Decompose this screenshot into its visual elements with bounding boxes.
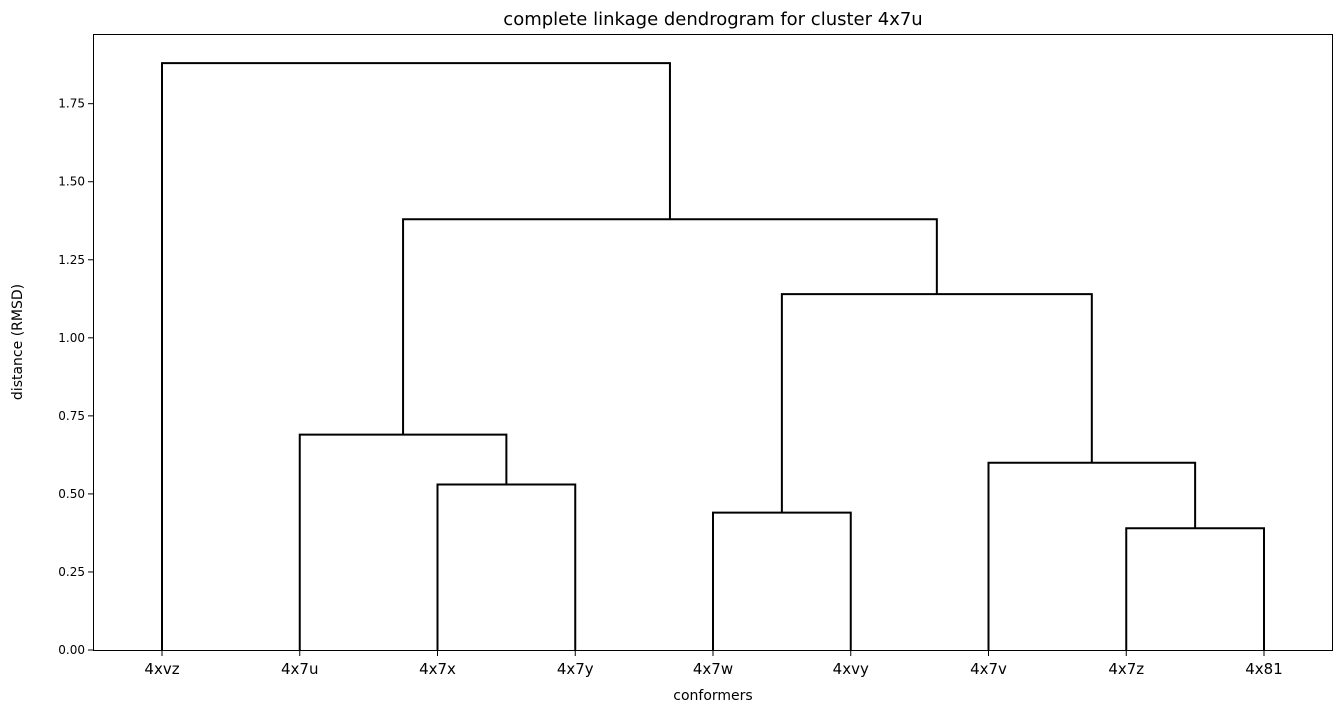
dendrogram-link xyxy=(1125,527,1265,650)
dendrogram-link xyxy=(712,511,852,650)
dendrogram-links xyxy=(161,62,1265,650)
dendrogram-link xyxy=(161,62,671,650)
y-tick-label: 0.50 xyxy=(58,487,85,501)
leaf-label: 4xvz xyxy=(144,660,179,678)
y-tick-label: 0.75 xyxy=(58,409,85,423)
dendrogram-link xyxy=(298,433,508,650)
x-axis: 4xvz 4x7u 4x7x 4x7y 4x7w 4xvy 4x7v 4x7z 4x81 xyxy=(144,650,1283,678)
plot-area xyxy=(93,34,1333,651)
y-tick-label: 1.50 xyxy=(58,175,85,189)
y-tick-label: 1.25 xyxy=(58,253,85,267)
leaf-label: 4xvy xyxy=(833,660,869,678)
dendrogram-link xyxy=(987,461,1197,650)
leaf-label: 4x7x xyxy=(419,660,456,678)
leaf-label: 4x7u xyxy=(281,660,318,678)
leaf-label: 4x7v xyxy=(970,660,1007,678)
chart-title: complete linkage dendrogram for cluster … xyxy=(503,9,922,30)
dendrogram-link xyxy=(402,218,938,435)
dendrogram-link xyxy=(780,293,1093,513)
y-tick-label: 1.75 xyxy=(58,97,85,111)
leaf-label: 4x7y xyxy=(557,660,594,678)
y-tick-label: 0.25 xyxy=(58,565,85,579)
leaf-label: 4x7w xyxy=(693,660,733,678)
leaf-label: 4x7z xyxy=(1108,660,1144,678)
y-tick-label: 1.00 xyxy=(58,331,85,345)
y-axis-label: distance (RMSD) xyxy=(10,284,26,400)
leaf-label: 4x81 xyxy=(1245,660,1283,678)
x-axis-label: conformers xyxy=(673,688,752,704)
y-tick-label: 0.00 xyxy=(58,643,85,657)
dendrogram-link xyxy=(436,483,577,650)
y-axis: 0.00 0.25 0.50 0.75 1.00 1.25 1.50 1.75 xyxy=(58,97,94,657)
